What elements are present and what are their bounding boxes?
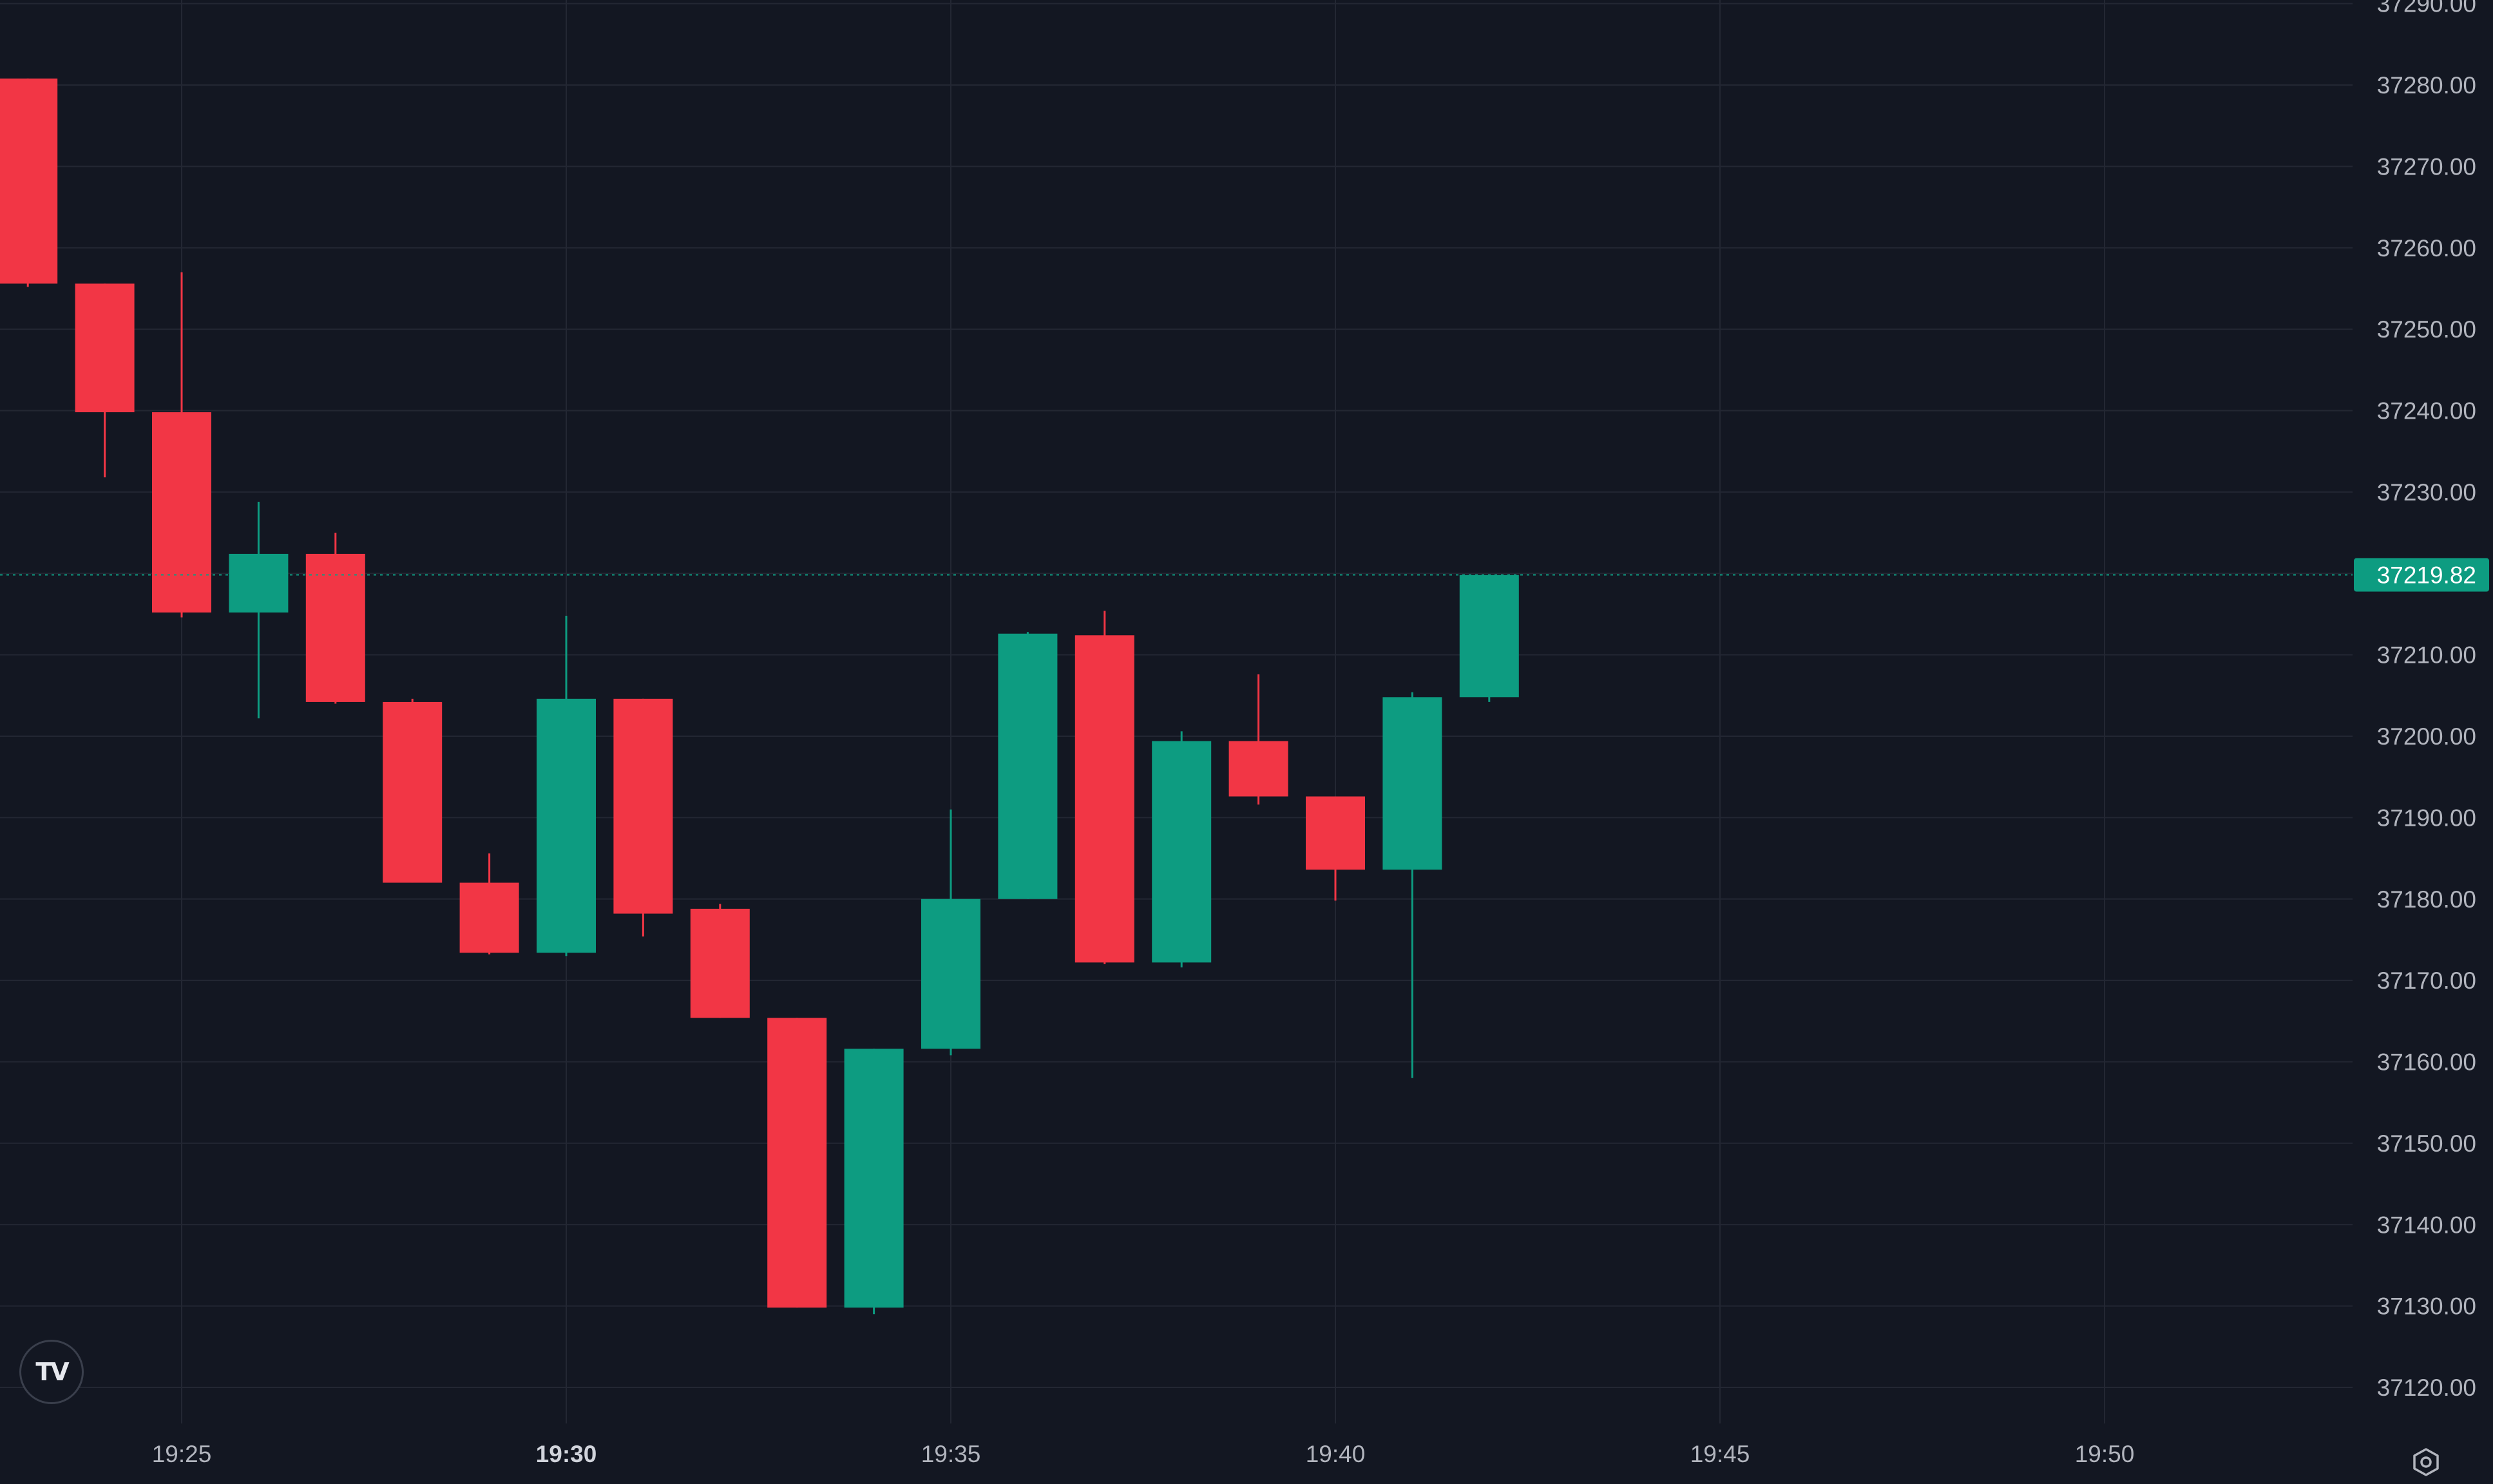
- candle-up[interactable]: [537, 615, 596, 956]
- candle-down[interactable]: [459, 853, 519, 955]
- tradingview-logo-icon[interactable]: TV: [19, 1340, 84, 1404]
- price-tick-label: 37270.00: [2377, 153, 2476, 180]
- price-tick-label: 37210.00: [2377, 642, 2476, 669]
- candles: [0, 78, 1519, 1315]
- candle-body: [690, 908, 750, 1018]
- candle-down[interactable]: [1075, 611, 1134, 964]
- gear-icon: [2413, 1448, 2439, 1476]
- time-tick-label: 19:50: [2075, 1441, 2135, 1467]
- time-tick-label: 19:30: [536, 1441, 597, 1467]
- candle-up[interactable]: [1152, 731, 1212, 967]
- candle-down[interactable]: [613, 698, 673, 937]
- time-tick-label: 19:45: [1690, 1441, 1750, 1467]
- candle-body: [767, 1018, 827, 1308]
- candle-down[interactable]: [1228, 674, 1288, 805]
- logo-text: TV: [35, 1358, 69, 1386]
- candle-body: [1382, 697, 1442, 870]
- candle-body: [537, 698, 596, 953]
- candle-body: [152, 412, 211, 613]
- price-tick-label: 37230.00: [2377, 479, 2476, 506]
- candle-down[interactable]: [383, 698, 443, 883]
- price-tick-label: 37290.00: [2377, 0, 2476, 17]
- price-tick-label: 37180.00: [2377, 886, 2476, 913]
- time-tick-label: 19:40: [1306, 1441, 1366, 1467]
- price-tick-label: 37170.00: [2377, 967, 2476, 994]
- candle-up[interactable]: [921, 809, 980, 1056]
- time-tick-label: 19:25: [152, 1441, 212, 1467]
- candle-body: [1075, 635, 1134, 963]
- candle-up[interactable]: [844, 1049, 904, 1315]
- price-tick-label: 37240.00: [2377, 398, 2476, 424]
- candle-down[interactable]: [75, 283, 135, 478]
- candle-body: [1459, 575, 1519, 698]
- price-tick-label: 37200.00: [2377, 723, 2476, 750]
- price-axis[interactable]: 37290.00 37280.00 37270.00 37260.00 37250.00…: [2354, 0, 2489, 1401]
- candle-body: [613, 698, 673, 914]
- candle-body: [0, 78, 58, 284]
- candle-down[interactable]: [1306, 796, 1365, 901]
- candle-body: [1152, 741, 1212, 963]
- candle-body: [921, 899, 980, 1049]
- candle-body: [1228, 741, 1288, 797]
- candle-up[interactable]: [1459, 575, 1519, 702]
- price-tick-label: 37160.00: [2377, 1049, 2476, 1076]
- candle-body: [998, 633, 1058, 899]
- price-tick-label: 37250.00: [2377, 316, 2476, 343]
- price-tick-label: 37150.00: [2377, 1130, 2476, 1157]
- price-tick-label: 37130.00: [2377, 1293, 2476, 1320]
- candle-body: [75, 283, 135, 413]
- price-tick-label: 37260.00: [2377, 235, 2476, 262]
- candle-body: [229, 553, 289, 613]
- candle-body: [459, 882, 519, 953]
- candle-up[interactable]: [998, 632, 1058, 899]
- candle-body: [844, 1049, 904, 1308]
- price-tick-label: 37280.00: [2377, 72, 2476, 99]
- price-tick-label: 37190.00: [2377, 804, 2476, 831]
- candle-down[interactable]: [767, 1018, 827, 1308]
- time-tick-label: 19:35: [921, 1441, 981, 1467]
- last-price-badge-bg: [2354, 558, 2489, 592]
- price-tick-label: 37140.00: [2377, 1212, 2476, 1238]
- price-tick-label: 37120.00: [2377, 1375, 2476, 1401]
- candle-body: [383, 701, 443, 883]
- settings-gear-icon[interactable]: [2409, 1445, 2443, 1479]
- candle-body: [305, 553, 365, 702]
- candle-body: [1306, 796, 1365, 870]
- candle-down[interactable]: [690, 904, 750, 1018]
- last-price-badge[interactable]: 37219.82: [2354, 558, 2489, 592]
- candle-up[interactable]: [1382, 692, 1442, 1078]
- last-price-label: 37219.82: [2377, 562, 2476, 589]
- candle-down[interactable]: [152, 272, 211, 618]
- candle-down[interactable]: [305, 533, 365, 704]
- candle-down[interactable]: [0, 78, 58, 287]
- time-axis[interactable]: 19:25 19:30 19:35 19:40 19:45 19:50: [152, 1441, 2135, 1467]
- candle-up[interactable]: [229, 502, 289, 719]
